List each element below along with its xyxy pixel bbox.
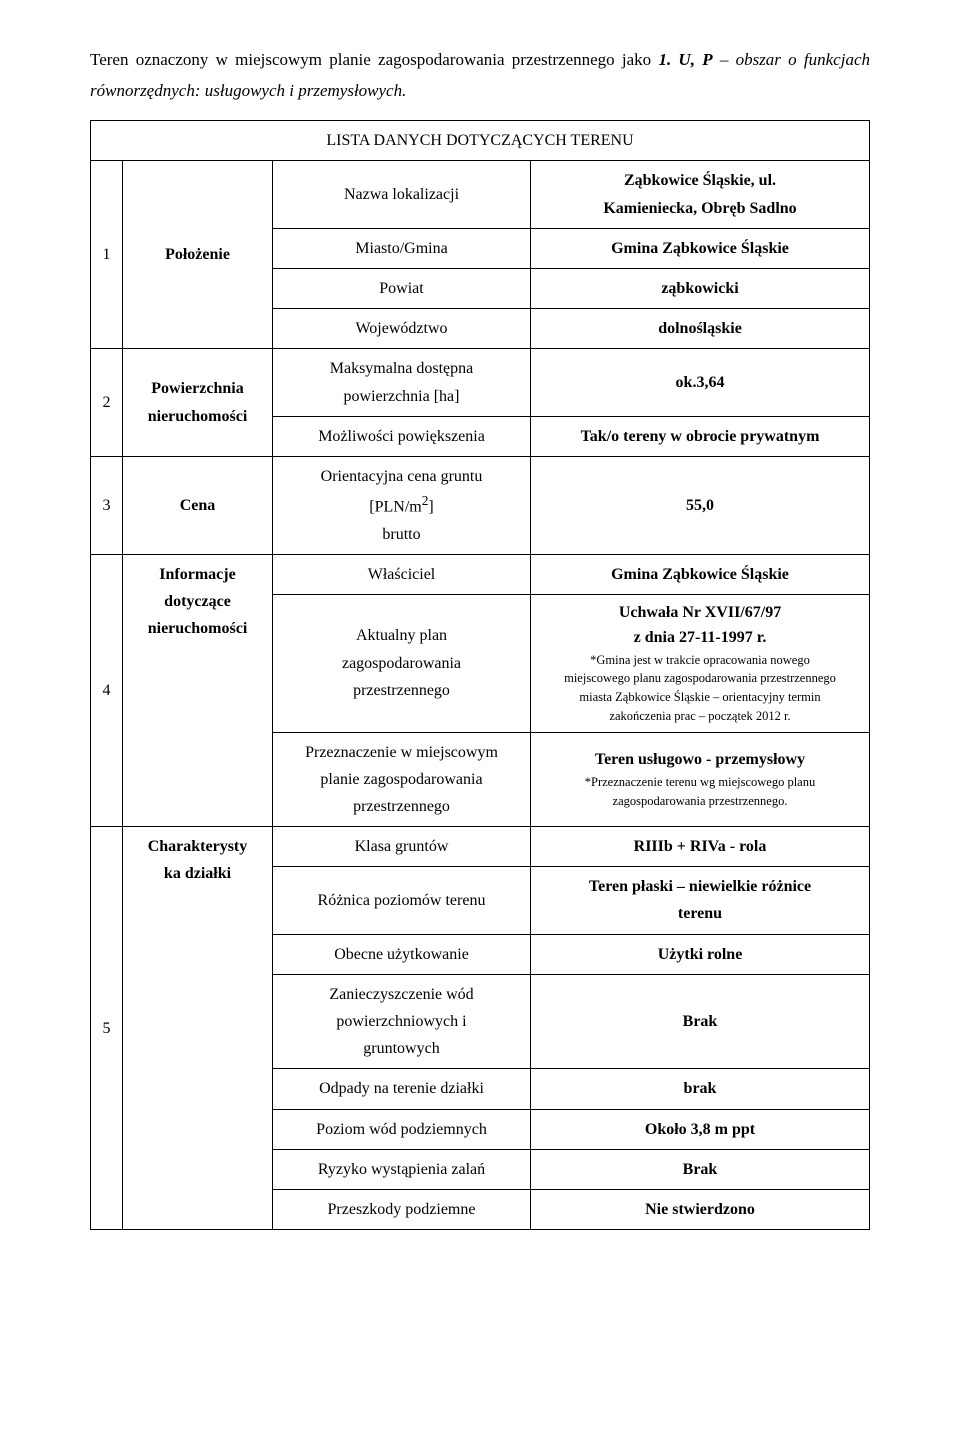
page: Teren oznaczony w miejscowym planie zago…	[0, 0, 960, 1270]
attr-value: Teren płaski – niewielkie różnice terenu	[531, 867, 870, 934]
table-row: 3 Cena Orientacyjna cena gruntu [PLN/m2]…	[91, 456, 870, 554]
attr-label: Przeszkody podziemne	[273, 1189, 531, 1229]
attr-value: Teren usługowo - przemysłowy *Przeznacze…	[531, 732, 870, 827]
row-index: 4	[91, 554, 123, 826]
attr-label: Zanieczyszczenie wód powierzchniowych i …	[273, 974, 531, 1069]
attr-value: Ząbkowice Śląskie, ul. Kamieniecka, Obrę…	[531, 161, 870, 228]
section-label: Charakterysty ka działki	[123, 827, 273, 1230]
value-subline: miasta Ząbkowice Śląskie – orientacyjny …	[539, 688, 861, 707]
data-table: LISTA DANYCH DOTYCZĄCYCH TERENU 1 Położe…	[90, 120, 870, 1230]
attr-value: ząbkowicki	[531, 268, 870, 308]
table-row: 2 Powierzchnia nieruchomości Maksymalna …	[91, 349, 870, 416]
attr-value: Gmina Ząbkowice Śląskie	[531, 228, 870, 268]
table-row: 5 Charakterysty ka działki Klasa gruntów…	[91, 827, 870, 867]
label-line: Zanieczyszczenie wód	[281, 981, 522, 1008]
section-label: Cena	[123, 456, 273, 554]
label-line: brutto	[281, 521, 522, 548]
table-row: 1 Położenie Nazwa lokalizacji Ząbkowice …	[91, 161, 870, 228]
value-line: Ząbkowice Śląskie, ul.	[539, 167, 861, 194]
attr-label: Nazwa lokalizacji	[273, 161, 531, 228]
attr-label: Przeznaczenie w miejscowym planie zagosp…	[273, 732, 531, 827]
section-line: dotyczące	[131, 588, 264, 615]
row-index: 2	[91, 349, 123, 457]
attr-label: Klasa gruntów	[273, 827, 531, 867]
label-line: przestrzennego	[281, 793, 522, 820]
row-index: 5	[91, 827, 123, 1230]
attr-label: Aktualny plan zagospodarowania przestrze…	[273, 594, 531, 732]
label-line: Aktualny plan	[281, 622, 522, 649]
label-line: Przeznaczenie w miejscowym	[281, 739, 522, 766]
value-line: Kamieniecka, Obręb Sadlno	[539, 195, 861, 222]
attr-label: Orientacyjna cena gruntu [PLN/m2] brutto	[273, 456, 531, 554]
label-line: [PLN/m2]	[281, 490, 522, 521]
label-line: Orientacyjna cena gruntu	[281, 463, 522, 490]
attr-label: Powiat	[273, 268, 531, 308]
value-line: terenu	[539, 900, 861, 927]
table-title: LISTA DANYCH DOTYCZĄCYCH TERENU	[91, 121, 870, 161]
attr-label: Maksymalna dostępna powierzchnia [ha]	[273, 349, 531, 416]
attr-label: Poziom wód podziemnych	[273, 1109, 531, 1149]
section-line: Powierzchnia	[131, 375, 264, 402]
attr-label: Miasto/Gmina	[273, 228, 531, 268]
label-frag: [PLN/m	[369, 498, 421, 515]
section-label: Powierzchnia nieruchomości	[123, 349, 273, 457]
intro-bold: 1. U, P	[658, 50, 712, 69]
attr-value: 55,0	[531, 456, 870, 554]
attr-label: Odpady na terenie działki	[273, 1069, 531, 1109]
value-line: z dnia 27-11-1997 r.	[539, 626, 861, 651]
row-index: 3	[91, 456, 123, 554]
label-line: powierzchniowych i	[281, 1008, 522, 1035]
label-line: Maksymalna dostępna	[281, 355, 522, 382]
attr-label: Różnica poziomów terenu	[273, 867, 531, 934]
row-index: 1	[91, 161, 123, 349]
value-subline: miejscowego planu zagospodarowania przes…	[539, 669, 861, 688]
attr-value: Brak	[531, 1149, 870, 1189]
attr-value: dolnośląskie	[531, 309, 870, 349]
intro-paragraph: Teren oznaczony w miejscowym planie zago…	[90, 45, 870, 106]
section-line: nieruchomości	[131, 615, 264, 642]
section-line: nieruchomości	[131, 403, 264, 430]
value-line: Teren płaski – niewielkie różnice	[539, 873, 861, 900]
attr-value: Nie stwierdzono	[531, 1189, 870, 1229]
section-line: ka działki	[131, 860, 264, 887]
section-line: Informacje	[131, 561, 264, 588]
value-subline: *Przeznaczenie terenu wg miejscowego pla…	[539, 773, 861, 792]
attr-label: Możliwości powiększenia	[273, 416, 531, 456]
attr-label: Ryzyko wystąpienia zalań	[273, 1149, 531, 1189]
intro-prefix: Teren oznaczony w miejscowym planie zago…	[90, 50, 658, 69]
attr-label: Obecne użytkowanie	[273, 934, 531, 974]
attr-value: ok.3,64	[531, 349, 870, 416]
attr-value: Użytki rolne	[531, 934, 870, 974]
label-line: przestrzennego	[281, 677, 522, 704]
value-line: Uchwała Nr XVII/67/97	[539, 601, 861, 626]
attr-label: Właściciel	[273, 554, 531, 594]
attr-value: Gmina Ząbkowice Śląskie	[531, 554, 870, 594]
label-line: gruntowych	[281, 1035, 522, 1062]
value-line: Teren usługowo - przemysłowy	[539, 748, 861, 773]
section-line: Charakterysty	[131, 833, 264, 860]
attr-value: Uchwała Nr XVII/67/97 z dnia 27-11-1997 …	[531, 594, 870, 732]
attr-value: Tak/o tereny w obrocie prywatnym	[531, 416, 870, 456]
value-subline: zakończenia prac – początek 2012 r.	[539, 707, 861, 726]
label-line: zagospodarowania	[281, 650, 522, 677]
table-row: 4 Informacje dotyczące nieruchomości Wła…	[91, 554, 870, 594]
value-subline: *Gmina jest w trakcie opracowania nowego	[539, 651, 861, 670]
attr-value: RIIIb + RIVa - rola	[531, 827, 870, 867]
label-line: planie zagospodarowania	[281, 766, 522, 793]
table-title-row: LISTA DANYCH DOTYCZĄCYCH TERENU	[91, 121, 870, 161]
value-subline: zagospodarowania przestrzennego.	[539, 792, 861, 811]
attr-label: Województwo	[273, 309, 531, 349]
attr-value: brak	[531, 1069, 870, 1109]
attr-value: Około 3,8 m ppt	[531, 1109, 870, 1149]
section-label: Położenie	[123, 161, 273, 349]
section-label: Informacje dotyczące nieruchomości	[123, 554, 273, 826]
label-frag: ]	[428, 498, 433, 515]
label-line: powierzchnia [ha]	[281, 383, 522, 410]
attr-value: Brak	[531, 974, 870, 1069]
